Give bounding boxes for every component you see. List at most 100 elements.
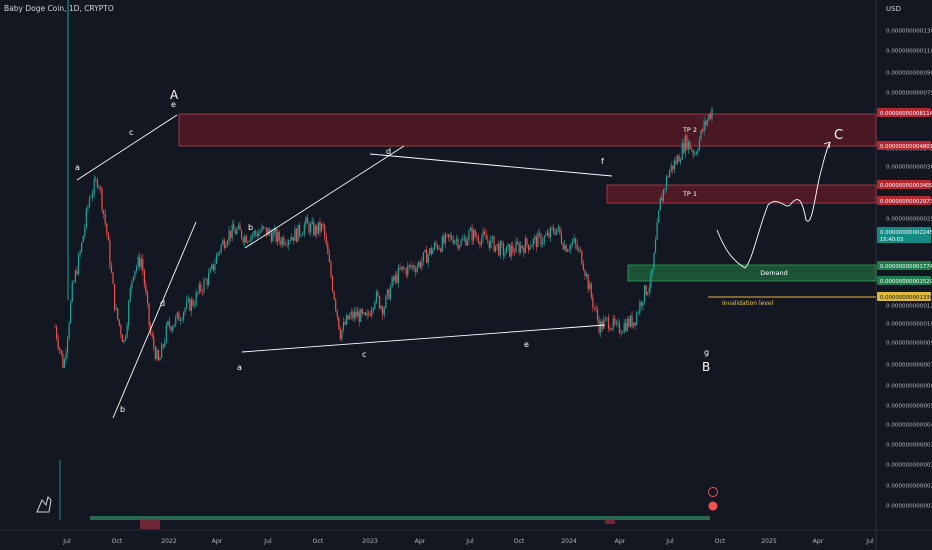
price-tag	[877, 292, 931, 301]
candle-body	[117, 308, 119, 320]
candle-body	[556, 228, 558, 235]
candle-body	[665, 176, 668, 189]
candle-body	[182, 312, 185, 320]
candle-body	[250, 236, 252, 242]
event-icon[interactable]	[708, 501, 718, 511]
time-axis-tick: Oct	[313, 538, 324, 545]
candle-body	[504, 253, 506, 256]
candle-body	[415, 269, 417, 272]
candle-body	[554, 232, 556, 235]
candle-body	[60, 350, 62, 354]
candle-body	[270, 233, 272, 242]
candle-body	[189, 298, 191, 311]
candle-body	[283, 237, 285, 245]
currency-label: USD	[886, 5, 901, 13]
candle-body	[433, 242, 436, 249]
candle-body	[549, 227, 552, 238]
candle-body	[230, 230, 232, 238]
candle-body	[587, 274, 589, 290]
candle-body	[140, 258, 142, 267]
wave-label-c1: c	[129, 128, 133, 137]
candle-body	[215, 255, 218, 264]
candle-body	[490, 238, 492, 249]
candle-body	[482, 231, 484, 239]
candle-body	[581, 250, 583, 265]
candle-body	[79, 251, 81, 255]
candle-body	[154, 347, 156, 359]
candle-body	[455, 239, 458, 241]
candle-body	[388, 289, 390, 300]
candle-body	[491, 236, 494, 239]
candle-body	[54, 326, 56, 328]
candle-body	[484, 231, 486, 235]
candle-body	[288, 240, 290, 245]
candle-body	[151, 334, 153, 337]
candle-body	[347, 315, 349, 320]
candle-body	[703, 121, 705, 132]
time-axis-tick: Oct	[715, 538, 726, 545]
candle-body	[493, 236, 495, 252]
candle-body	[237, 225, 240, 229]
candle-body	[413, 265, 415, 270]
candle-body	[286, 244, 288, 245]
candle-body	[214, 263, 216, 271]
candle-body	[101, 188, 103, 211]
candle-body	[342, 321, 345, 330]
candle-body	[435, 242, 437, 246]
candle-body	[678, 155, 680, 162]
candle-body	[516, 241, 519, 244]
candle-body	[631, 315, 633, 327]
candle-body	[338, 317, 340, 330]
candle-body	[305, 217, 307, 225]
candle-body	[654, 239, 657, 253]
candle-body	[620, 332, 622, 334]
candle-body	[137, 257, 139, 267]
candle-body	[212, 264, 214, 271]
candle-body	[247, 241, 249, 243]
price-axis-tick: 0.000000000006300	[886, 384, 932, 390]
price-axis-tick: 0.000000000009000	[886, 341, 932, 347]
candle-body	[311, 221, 313, 224]
candle-body	[407, 265, 409, 275]
candle-body	[236, 228, 238, 234]
candle-body	[444, 234, 447, 244]
candle-body	[275, 228, 277, 242]
symbol-title: Baby Doge Coin, 1D, CRYPTO	[4, 4, 114, 13]
candle-body	[640, 302, 643, 306]
time-axis-tick: Jul	[665, 538, 674, 545]
price-axis-tick: 0.000000000025000	[886, 217, 932, 223]
candle-body	[92, 193, 94, 198]
candle-body	[576, 244, 578, 250]
candle-body	[473, 230, 475, 241]
candle-body	[495, 245, 497, 252]
candle-body	[375, 291, 378, 302]
event-icon[interactable]	[708, 487, 718, 497]
candle-body	[115, 308, 117, 310]
candle-body	[157, 349, 160, 361]
candle-body	[625, 323, 627, 332]
candle-body	[538, 232, 541, 235]
candle-body	[190, 299, 193, 311]
candle-body	[711, 109, 713, 119]
candle-body	[600, 321, 602, 333]
candle-body	[438, 248, 440, 250]
candle-body	[598, 319, 600, 333]
candle-body	[330, 262, 332, 277]
candle-body	[468, 231, 470, 241]
candle-body	[55, 326, 58, 339]
candle-body	[382, 306, 384, 315]
time-axis[interactable]: Jul Oct 2022 Apr Jul Oct 2023 Apr Jul Oct 2024 Apr J…	[62, 538, 874, 545]
candle-body	[297, 224, 299, 242]
candle-body	[686, 135, 688, 150]
candle-body	[217, 253, 219, 256]
candle-body	[535, 236, 537, 248]
wave-label-d2: d	[386, 147, 391, 156]
candle-body	[527, 244, 530, 250]
candle-body	[609, 328, 611, 330]
candle-body	[239, 225, 241, 231]
candle-body	[267, 229, 269, 236]
candle-body	[95, 179, 97, 180]
candle-body	[643, 285, 646, 302]
tp2-zone	[178, 113, 877, 147]
